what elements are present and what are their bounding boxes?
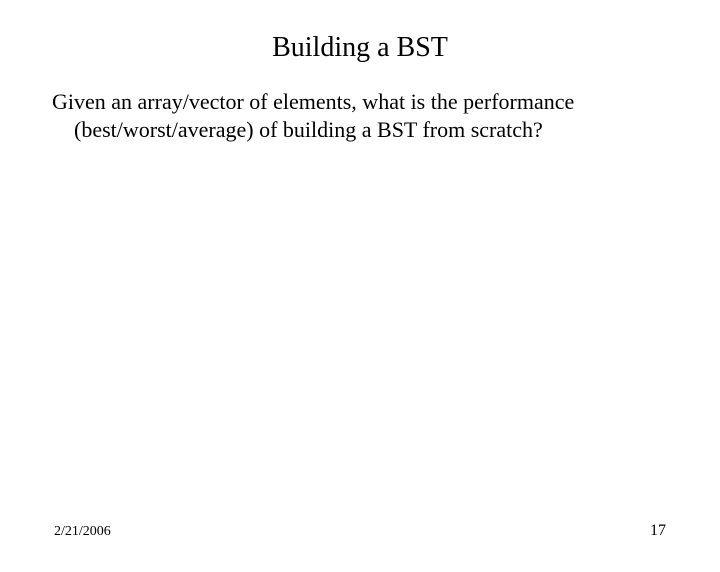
footer-page-number: 17 [650, 522, 666, 540]
body-line-2: (best/worst/average) of building a BST f… [52, 116, 668, 144]
slide-body: Given an array/vector of elements, what … [52, 88, 668, 143]
slide-title: Building a BST [0, 32, 720, 64]
slide-footer: 2/21/2006 17 [0, 522, 720, 540]
footer-date: 2/21/2006 [54, 524, 111, 540]
body-line-1: Given an array/vector of elements, what … [52, 88, 668, 116]
slide-container: Building a BST Given an array/vector of … [0, 32, 720, 572]
